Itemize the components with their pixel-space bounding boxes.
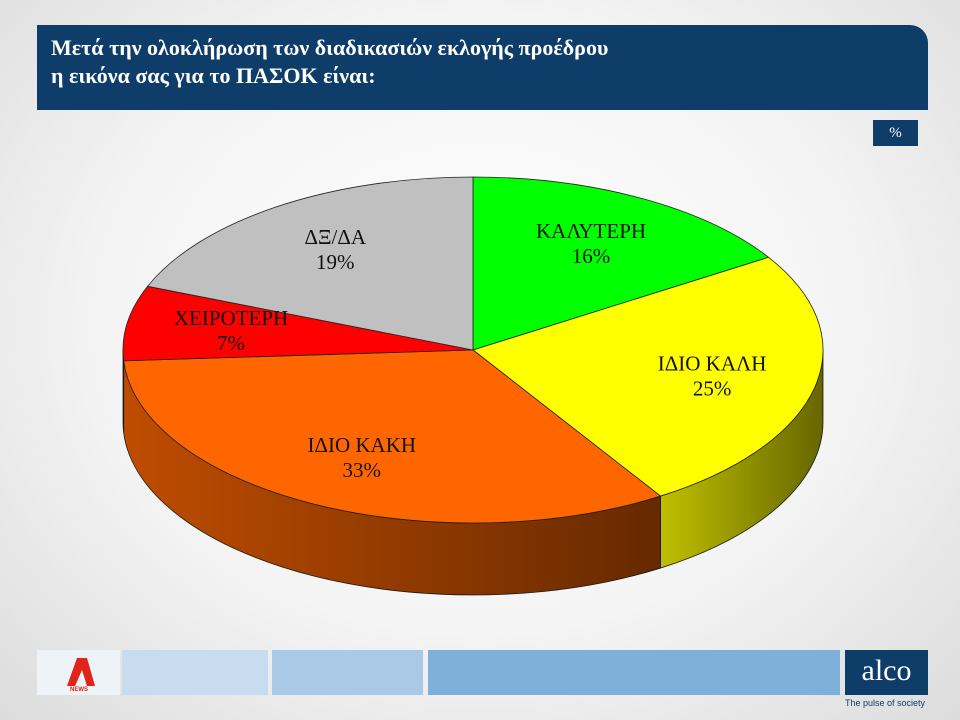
title-bar: Μετά την ολοκλήρωση των διαδικασιών εκλο… <box>37 25 928 110</box>
unit-badge: % <box>873 120 918 146</box>
slice <box>472 176 770 351</box>
logo-tagline: The pulse of society <box>845 698 926 708</box>
slice-value-label: 25% <box>693 376 732 400</box>
slice-category-label: ΚΑΛΥΤΕΡΗ <box>536 219 646 243</box>
slice-value-label: 33% <box>343 458 382 482</box>
slice <box>123 349 662 524</box>
slice-side-shade <box>123 350 124 433</box>
slice <box>146 176 474 351</box>
footer-block <box>428 650 840 695</box>
slice-side-shade <box>660 350 823 569</box>
title-line: η εικόνα σας για το ΠΑΣΟΚ είναι: <box>51 63 376 88</box>
news-logo-text: NEWS <box>70 687 88 693</box>
slice-value-label: 16% <box>572 244 611 268</box>
slice <box>122 285 474 362</box>
title-line: Μετά την ολοκλήρωση των διαδικασιών εκλο… <box>51 35 609 60</box>
slice <box>472 256 824 497</box>
logo: alco <box>845 650 928 695</box>
slice-value-label: 19% <box>316 250 355 274</box>
news-logo-box: NEWS <box>37 650 120 695</box>
slice-side-shade <box>123 360 661 595</box>
footer-block <box>272 650 423 695</box>
news-logo: NEWS <box>67 658 95 693</box>
slice-category-label: ΔΞ/ΔΑ <box>305 225 367 249</box>
slice-value-label: 7% <box>217 331 245 355</box>
footer-block <box>122 650 268 695</box>
slice-category-label: ΧΕΙΡΟΤΕΡΗ <box>174 306 288 330</box>
slice-category-label: ΙΔΙΟ ΚΑΛΗ <box>658 351 767 375</box>
slice-category-label: ΙΔΙΟ ΚΑΚΗ <box>307 433 416 457</box>
